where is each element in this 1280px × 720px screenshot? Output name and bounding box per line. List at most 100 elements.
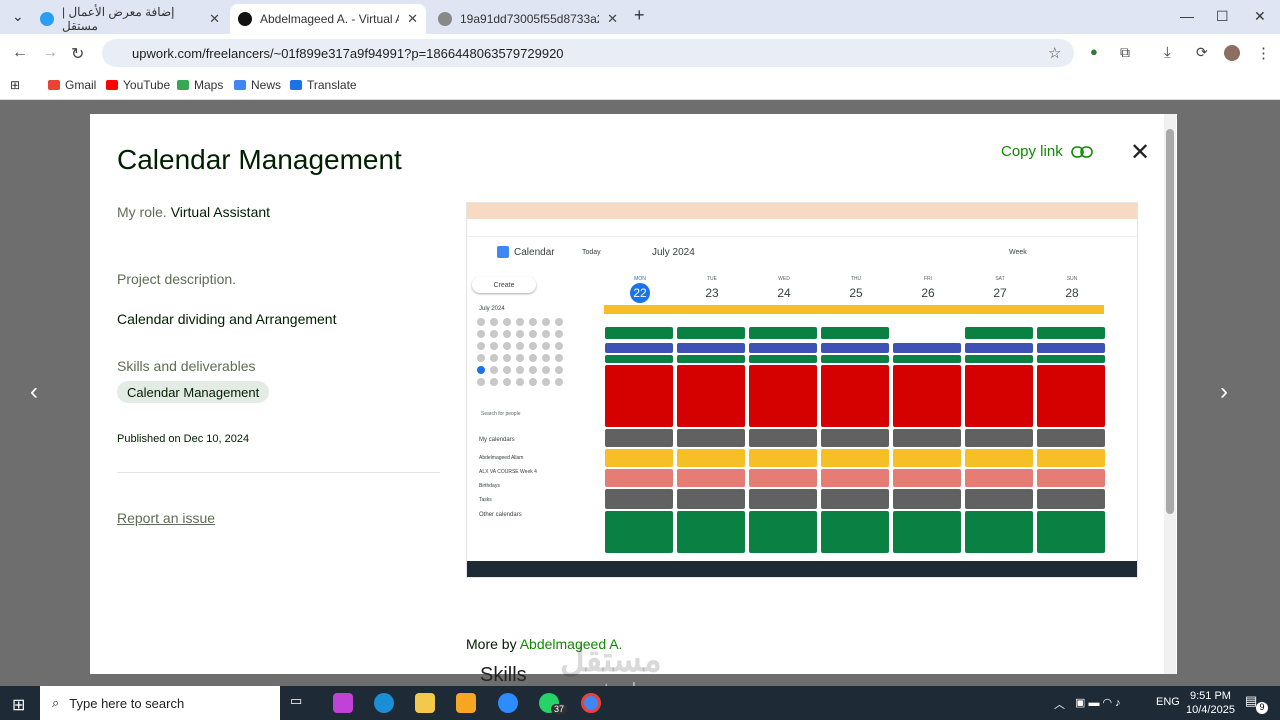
maximize-icon[interactable]: ☐: [1216, 8, 1229, 24]
scrollbar-thumb[interactable]: [1166, 129, 1174, 514]
calendar-event: [965, 355, 1033, 363]
apps-grid-icon[interactable]: ⊞: [10, 78, 21, 92]
calendar-event: [821, 429, 889, 447]
reload-icon[interactable]: ↻: [71, 46, 85, 63]
mini-calendar-day: [516, 378, 524, 386]
calendar-logo-icon: [497, 246, 509, 258]
mini-calendar-day: [503, 342, 511, 350]
copilot-icon[interactable]: [333, 693, 353, 713]
calendar-event: [677, 327, 745, 339]
calendar-event: [893, 429, 961, 447]
today-button: Today: [582, 249, 601, 256]
freelancer-link[interactable]: Abdelmageed A.: [519, 636, 623, 652]
bookmark-maps[interactable]: Maps: [177, 78, 223, 92]
calendar-event: [677, 343, 745, 353]
calendar-list: Abdelmageed Allam ALX VA COURSE Week 4 B…: [479, 455, 537, 503]
calendar-event: [1037, 365, 1105, 427]
close-tab-icon[interactable]: ✕: [607, 11, 618, 26]
modal-scrollbar[interactable]: [1164, 114, 1176, 674]
calendar-event: [605, 429, 673, 447]
tab-mostaql[interactable]: إضافة معرض الأعمال | مستقل ✕: [32, 4, 228, 34]
calendar-event: [749, 355, 817, 363]
tray-chevron-icon[interactable]: ︿: [1054, 699, 1065, 711]
sync-icon[interactable]: ⟳: [1196, 44, 1208, 60]
edge-icon[interactable]: [374, 693, 394, 713]
address-bar[interactable]: upwork.com/freelancers/~01f899e317a9f949…: [102, 39, 1074, 67]
extension-icon[interactable]: ●: [1090, 44, 1098, 59]
whatsapp-badge: 37: [551, 704, 568, 714]
calendar-event: [893, 489, 961, 509]
bookmarks-bar: ⊞ Gmail YouTube Maps News Translate: [0, 72, 1280, 100]
day-of-week-label: WED: [778, 276, 790, 282]
bookmark-translate[interactable]: Translate: [290, 78, 357, 92]
close-tab-icon[interactable]: ✕: [407, 11, 418, 26]
project-image[interactable]: Calendar Today July 2024 Week Create Jul…: [466, 202, 1138, 578]
tab-search-icon[interactable]: ⌄: [12, 8, 24, 24]
link-icon: [1070, 145, 1093, 158]
more-by: More by Abdelmageed A.: [466, 636, 623, 652]
new-tab-icon[interactable]: +: [634, 5, 645, 25]
chrome-icon[interactable]: [581, 693, 601, 713]
calendar-event: [605, 511, 673, 553]
embedded-tab-bar: [467, 203, 1137, 219]
back-icon[interactable]: ←: [12, 44, 28, 61]
windows-start-icon[interactable]: ⊞: [12, 697, 26, 714]
day-of-week-label: THU: [850, 276, 862, 282]
calendar-event: [677, 355, 745, 363]
mini-calendar-day: [477, 378, 485, 386]
mini-calendar-day: [490, 378, 498, 386]
calendar-event: [1037, 343, 1105, 353]
mini-calendar-day: [516, 318, 524, 326]
extensions-puzzle-icon[interactable]: ⧉: [1120, 44, 1130, 60]
calendar-event: [821, 511, 889, 553]
calendar-event: [893, 365, 961, 427]
calendar-event: [677, 469, 745, 487]
download-icon[interactable]: ⤓: [1164, 44, 1171, 61]
tray-icons[interactable]: ▣ ▬ ◠ ♪: [1075, 697, 1121, 709]
project-title: Calendar Management: [117, 144, 402, 175]
calendar-event: [965, 327, 1033, 339]
day-number-label: 26: [921, 286, 935, 300]
calendar-event: [893, 355, 961, 363]
mini-calendar-day: [490, 354, 498, 362]
tab-file[interactable]: 19a91dd73005f55d8733a225900 ✕: [430, 4, 626, 34]
profile-avatar[interactable]: [1224, 45, 1240, 61]
bookmark-gmail[interactable]: Gmail: [48, 78, 96, 92]
file-explorer-icon[interactable]: [415, 693, 435, 713]
tab-upwork[interactable]: Abdelmageed A. - Virtual Assist ✕: [230, 4, 426, 34]
forward-icon[interactable]: →: [42, 44, 58, 61]
skill-chip[interactable]: Calendar Management: [117, 381, 270, 403]
zoom-icon[interactable]: [498, 693, 518, 713]
gmail-icon: [48, 80, 60, 90]
system-clock[interactable]: 9:51 PM 10/4/2025: [1186, 690, 1235, 716]
calendar-event: [677, 511, 745, 553]
calendar-event: [677, 449, 745, 467]
bookmark-news[interactable]: News: [234, 78, 281, 92]
calendar-event: [605, 327, 673, 339]
upwork-favicon-icon: [238, 12, 252, 26]
notifications-icon[interactable]: ▤: [1245, 693, 1258, 708]
menu-kebab-icon[interactable]: ⋮: [1256, 45, 1271, 62]
mini-calendar-day: [503, 330, 511, 338]
minimize-icon[interactable]: —: [1180, 8, 1194, 24]
mini-calendar-day: [555, 342, 563, 350]
taskbar-search[interactable]: ⌕ Type here to search: [40, 686, 280, 720]
close-window-icon[interactable]: ✕: [1254, 8, 1266, 24]
close-modal-icon[interactable]: ✕: [1130, 139, 1151, 166]
tab-label: Abdelmageed A. - Virtual Assist: [260, 12, 399, 26]
report-issue-link[interactable]: Report an issue: [117, 510, 216, 526]
store-icon[interactable]: [456, 693, 476, 713]
bookmark-youtube[interactable]: YouTube: [106, 78, 170, 92]
mini-calendar: [477, 318, 569, 400]
prev-project-arrow-icon[interactable]: ‹: [30, 378, 38, 405]
language-indicator[interactable]: ENG: [1156, 696, 1180, 708]
next-project-arrow-icon[interactable]: ›: [1220, 378, 1228, 405]
bookmark-star-icon[interactable]: ☆: [1048, 45, 1062, 62]
task-view-icon[interactable]: ▭: [290, 693, 303, 708]
calendar-event: [893, 449, 961, 467]
my-calendars-label: My calendars: [479, 437, 515, 443]
mini-calendar-day: [490, 366, 498, 374]
mini-calendar-day: [503, 378, 511, 386]
close-tab-icon[interactable]: ✕: [209, 11, 220, 26]
copy-link-button[interactable]: Copy link: [1001, 143, 1093, 160]
